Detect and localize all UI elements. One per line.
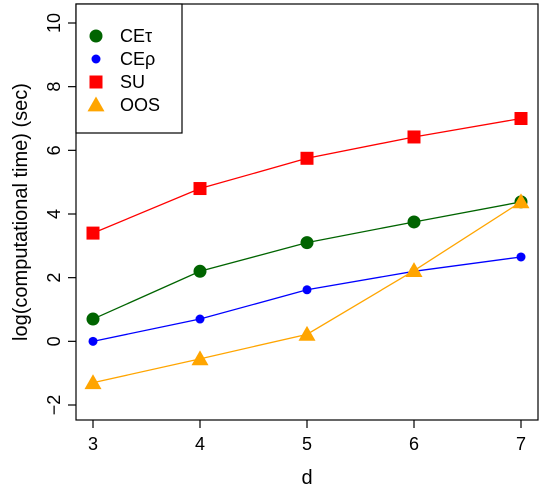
legend-marker: [89, 29, 103, 43]
data-point: [514, 112, 528, 125]
y-tick-label: 0: [44, 336, 64, 346]
legend: CEτ CEρ SU OOS: [75, 3, 183, 134]
x-axis-label: d: [301, 467, 312, 489]
x-tick-label: 7: [516, 434, 526, 454]
x-tick-label: 3: [88, 434, 98, 454]
legend-label: CEρ: [120, 49, 155, 69]
data-point: [298, 325, 316, 341]
legend-marker: [91, 54, 101, 64]
x-tick-label: 5: [302, 434, 312, 454]
data-point: [86, 226, 100, 240]
data-point: [407, 215, 421, 229]
legend-label: SU: [120, 72, 145, 92]
legend-label: CEτ: [120, 26, 152, 46]
y-tick-label: 6: [44, 145, 64, 155]
data-point: [302, 285, 312, 295]
y-tick-label: 2: [44, 273, 64, 283]
series-3: [84, 193, 530, 390]
data-point: [84, 374, 102, 390]
series-line: [92, 201, 522, 320]
series-layer: [84, 112, 530, 390]
y-axis: −2 0 2 4 6 8 10: [44, 13, 76, 415]
x-tick-label: 6: [409, 434, 419, 454]
data-point: [512, 193, 530, 209]
data-point: [300, 151, 314, 165]
data-point: [191, 350, 209, 366]
data-point: [405, 262, 423, 278]
x-tick-label: 4: [195, 434, 205, 454]
legend-marker: [89, 75, 103, 89]
data-point: [407, 130, 421, 144]
legend-box: [75, 3, 183, 134]
data-point: [193, 182, 207, 196]
data-point: [86, 312, 100, 326]
data-point: [193, 264, 207, 278]
legend-label: OOS: [120, 95, 160, 115]
y-tick-label: 10: [44, 13, 64, 33]
series-2: [86, 112, 528, 240]
series-line: [92, 117, 522, 234]
legend-marker: [87, 96, 105, 112]
data-point: [300, 236, 314, 250]
y-axis-label: log(computational time) (sec): [10, 83, 32, 341]
data-point: [88, 336, 98, 346]
series-0: [86, 195, 528, 326]
y-tick-label: 8: [44, 82, 64, 92]
data-point: [195, 314, 205, 324]
y-tick-label: 4: [44, 209, 64, 219]
x-axis: 3 4 5 6 7: [88, 420, 526, 454]
data-point: [516, 252, 526, 262]
y-tick-label: −2: [44, 395, 64, 416]
